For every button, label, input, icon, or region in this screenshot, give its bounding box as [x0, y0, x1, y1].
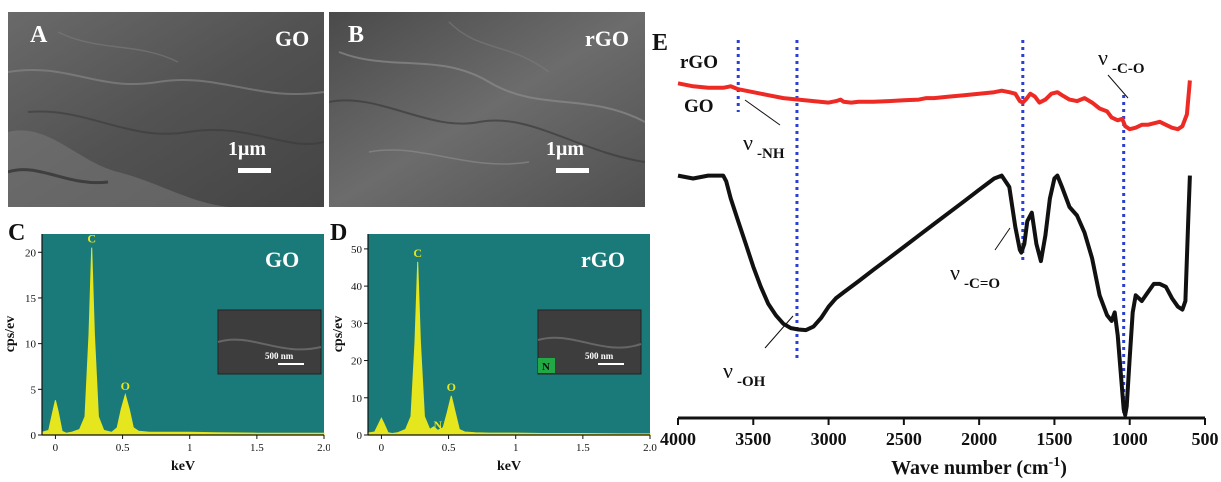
scale-label-a: 1μm: [228, 138, 266, 160]
edx-sample-label-rgo: rGO: [581, 247, 625, 272]
panel-label-e: E: [652, 30, 668, 56]
ftir-annotation-nu: ν: [743, 130, 753, 155]
ftir-x-tick-label: 4000: [660, 429, 696, 449]
edx-x-tick-label: 0.5: [442, 442, 456, 454]
edx-x-tick-label: 2.0: [317, 442, 330, 454]
edx-y-tick-label: 0: [357, 430, 363, 442]
sem-image-go: [8, 12, 324, 207]
sample-label-a: GO: [275, 26, 310, 51]
ftir-annotation-nu: ν: [723, 358, 733, 383]
inset-scale-label-rgo: 500 nm: [585, 351, 614, 361]
inset-scale-bar-rgo: [598, 363, 624, 365]
edx-y-tick-label: 10: [351, 393, 363, 405]
edx-y-tick-label: 30: [351, 318, 363, 330]
ftir-annotation-arrow: [744, 99, 781, 126]
edx-peak-label-c: C: [87, 232, 96, 246]
ftir-annotation-nu: ν: [1098, 45, 1108, 70]
ftir-annotation-sub: -OH: [737, 374, 766, 390]
panel-label-b: B: [348, 22, 365, 48]
edx-x-tick-label: 1.5: [250, 442, 264, 454]
panel-label-a: A: [30, 22, 48, 48]
ftir-x-tick-label: 2000: [961, 429, 997, 449]
ftir-annotation-sub: -NH: [757, 146, 785, 162]
ftir-x-tick-label: 1500: [1036, 429, 1072, 449]
edx-y-tick-label: 50: [351, 244, 363, 256]
inset-scale-bar-go: [278, 363, 304, 365]
inset-scale-label-go: 500 nm: [265, 351, 294, 361]
edx-inset-rgo: N 500 nm: [537, 309, 642, 375]
edx-x-tick-label: 0: [53, 442, 59, 454]
ftir-annotation-sub: -C-O: [1112, 61, 1145, 77]
edx-peak-label-c: C: [413, 246, 422, 260]
ftir-annotation-sub: -C=O: [964, 276, 1000, 292]
sem-image-rgo: [329, 12, 645, 207]
ftir-annotation-arrow: [1107, 74, 1129, 99]
edx-x-tick-label: 0.5: [116, 442, 130, 454]
edx-y-tick-label: 40: [351, 281, 363, 293]
edx-x-tick-label: 1.5: [576, 442, 590, 454]
edx-inset-go: 500 nm: [217, 309, 322, 375]
edx-peak-label-o: O: [447, 380, 456, 394]
ftir-annotation-nu: ν: [950, 260, 960, 285]
edx-y-tick-label: 5: [31, 384, 37, 396]
panel-label-c: C: [8, 220, 25, 246]
ftir-x-label: Wave number (cm-1): [891, 455, 1067, 479]
scale-bar-a: [238, 168, 271, 173]
ftir-annotation-arrow: [994, 227, 1011, 251]
ftir-series-rgo: [677, 80, 1192, 132]
inset-n-map-swatch: [538, 358, 555, 373]
edx-peak-label-n: N: [433, 418, 442, 432]
edx-x-tick-label: 0: [379, 442, 385, 454]
ftir-x-tick-label: 3000: [811, 429, 847, 449]
ftir-x-tick-label: 3500: [735, 429, 771, 449]
edx-marks-go: 0 0.5 1 1.5 2.0 0 5 10 15 20 C O: [25, 232, 330, 454]
edx-y-tick-label: 10: [25, 339, 37, 351]
edx-x-tick-label: 1: [513, 442, 519, 454]
edx-x-label-go: keV: [171, 459, 195, 474]
sample-label-b: rGO: [585, 26, 629, 51]
edx-y-tick-label: 20: [351, 356, 363, 368]
ftir-x-tick-label: 2500: [886, 429, 922, 449]
ftir-series-go: [677, 173, 1192, 417]
sem-texture-rgo: [329, 12, 645, 207]
scale-label-b: 1μm: [546, 138, 584, 160]
edx-peak-label-o: O: [121, 379, 130, 393]
ftir-annotation-arrow: [764, 315, 794, 349]
edx-marks-rgo: 0 0.5 1 1.5 2.0 0 10 20 30 40 50 C N O: [351, 234, 657, 454]
edx-y-label-rgo: cps/ev: [331, 316, 346, 353]
edx-y-tick-label: 0: [31, 430, 37, 442]
edx-y-tick-label: 20: [25, 247, 37, 259]
ftir-series-label-go: GO: [684, 96, 714, 117]
ftir-series-label-rgo: rGO: [680, 52, 718, 73]
edx-spectrum-rgo: D 0 0.5 1 1.5 2.0 0 10 20 30 40 50 C N O rGO N 500 nm…: [330, 220, 657, 474]
ftir-x-tick-label: 500: [1192, 429, 1219, 449]
inset-element-label: N: [542, 361, 550, 373]
edx-y-label-go: cps/ev: [3, 316, 18, 353]
edx-y-tick-label: 15: [25, 293, 37, 305]
edx-x-tick-label: 2.0: [643, 442, 657, 454]
edx-x-label-rgo: keV: [497, 459, 521, 474]
edx-spectrum-area: [41, 247, 325, 436]
edx-sample-label-go: GO: [265, 247, 299, 272]
sem-texture-go: [8, 12, 324, 207]
edx-spectrum-area: [367, 261, 651, 436]
edx-x-tick-label: 1: [187, 442, 193, 454]
scale-bar-b: [556, 168, 589, 173]
panel-label-d: D: [330, 220, 347, 246]
ftir-x-tick-label: 1000: [1112, 429, 1148, 449]
